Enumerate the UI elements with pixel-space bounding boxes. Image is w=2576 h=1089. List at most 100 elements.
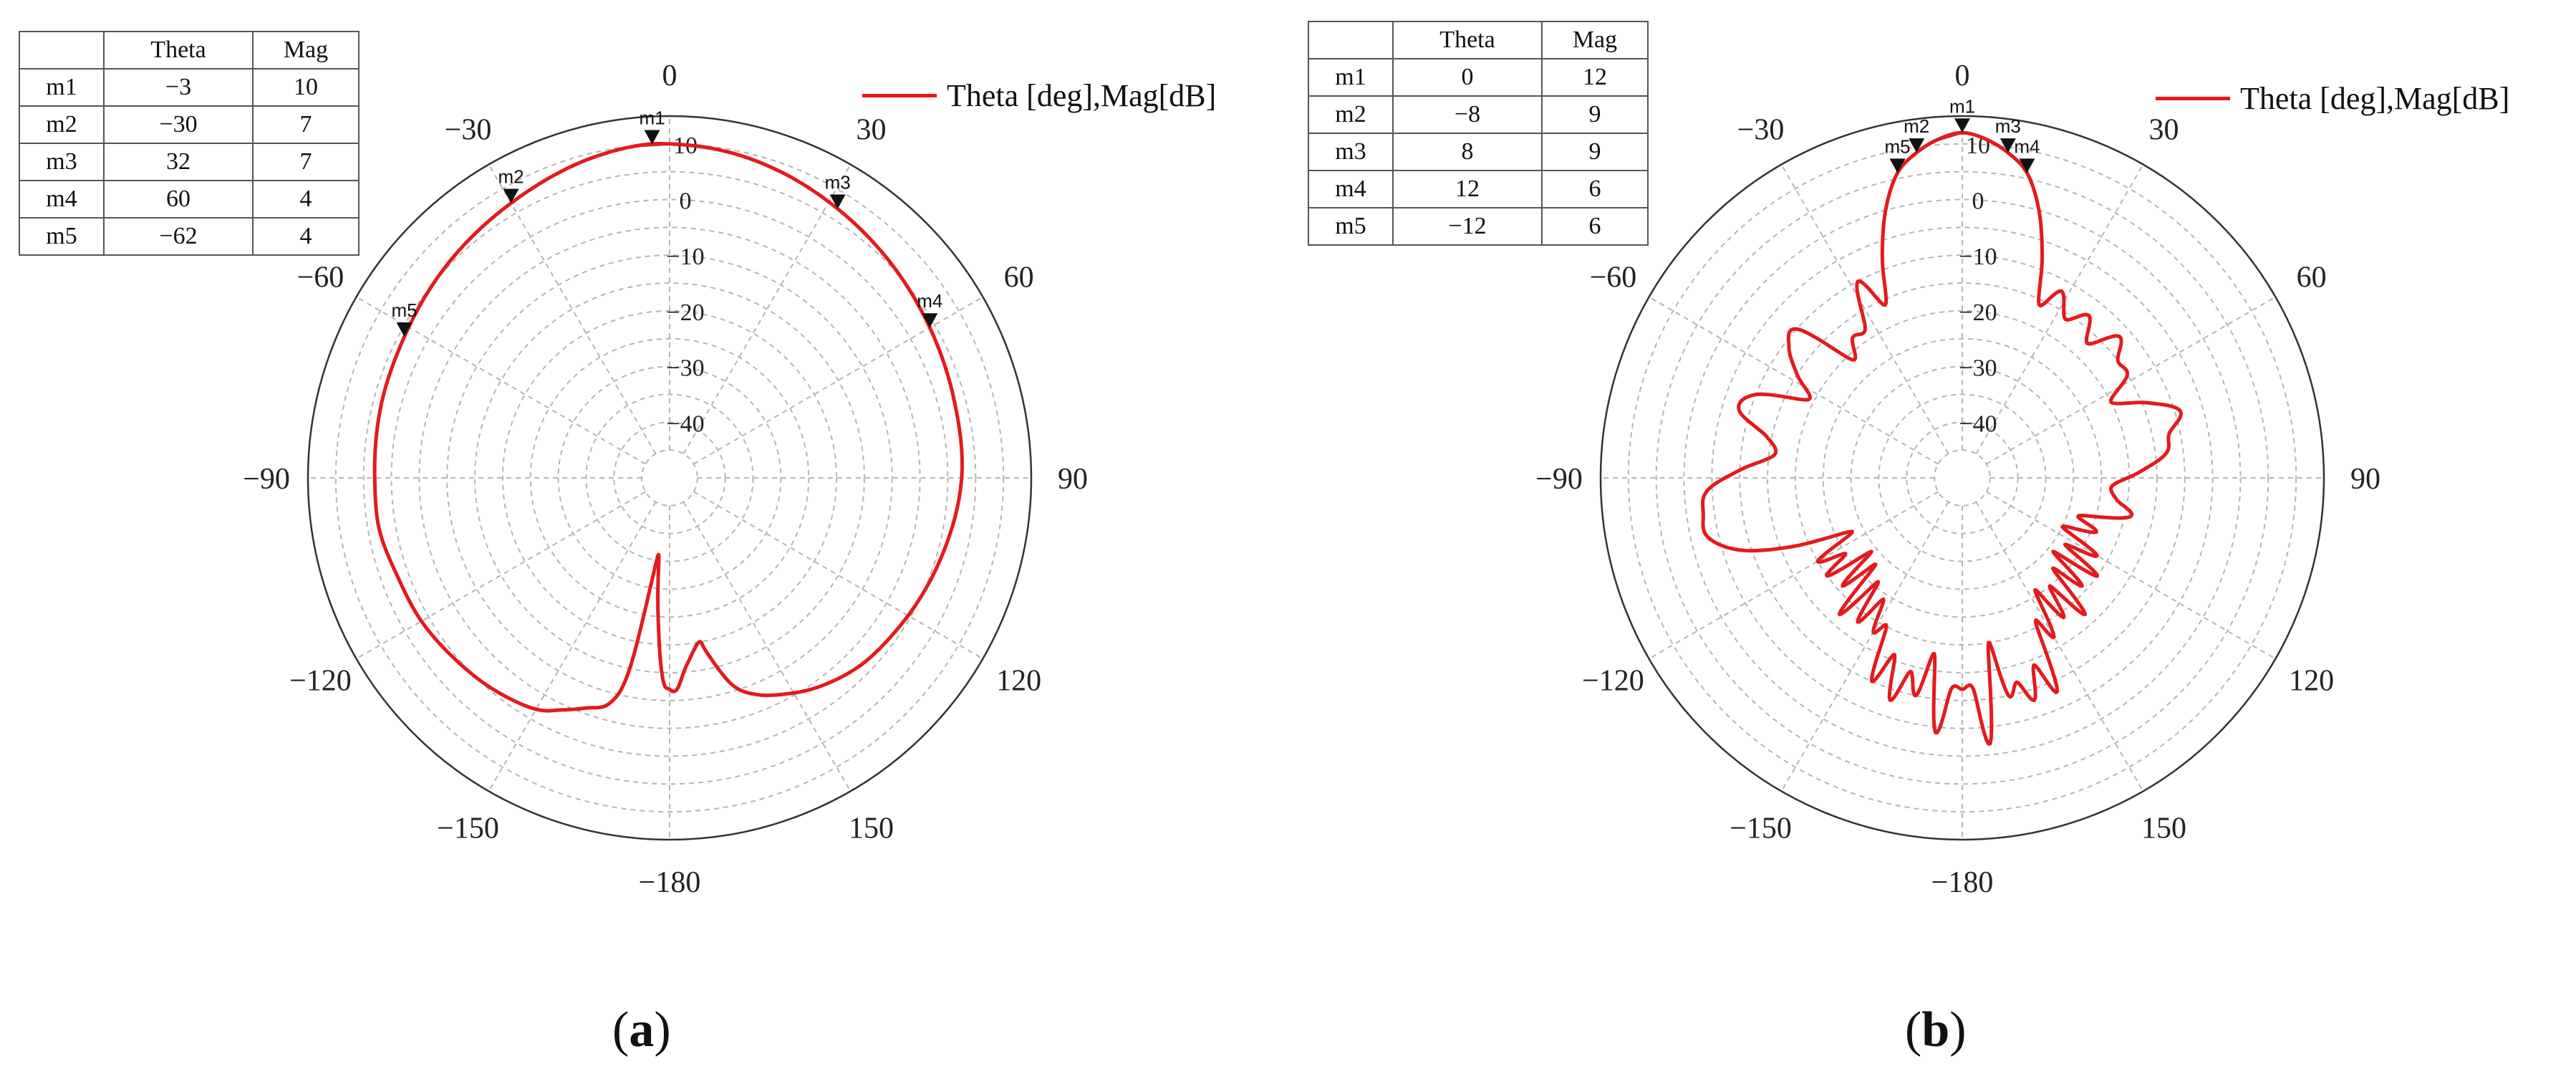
marker-triangle [922,313,938,328]
marker-triangle [1954,118,1970,133]
marker-label: m4 [2014,135,2040,157]
legend-b: Theta [deg],Mag[dB] [2156,80,2509,117]
grid-ring [1627,143,2297,813]
caption-letter: b [1921,1002,1950,1057]
radial-tick-label: −40 [1959,411,1997,437]
marker-theta: −12 [1392,207,1543,246]
grid-ring [1906,421,2019,534]
marker-label: m4 [917,290,942,312]
grid-ring [1655,171,2269,785]
marker-mag: 10 [252,68,360,107]
angle-tick-label: 120 [2289,665,2334,698]
grid-ring [362,171,977,785]
grid-ring [585,393,754,562]
grid-ring [474,282,865,673]
marker-label: m3 [825,171,851,193]
grid-ring [1878,393,2047,562]
outer-circle [307,115,1033,841]
grid-ring [529,337,810,618]
marker-theta: 60 [103,180,254,219]
angle-tick-label: 90 [2350,463,2380,496]
marker-name: m4 [19,180,105,219]
marker-name: m1 [1308,58,1394,97]
table-header-theta: Theta [103,31,254,69]
radial-tick-label: −40 [666,411,704,437]
table-row: m2 −30 7 [19,105,360,144]
grid-ring [641,449,698,507]
marker-name: m3 [19,143,105,181]
table-row: m4 12 6 [1308,170,1649,208]
grid-spoke [1649,491,1939,660]
grid-spoke [356,296,646,465]
angle-tick-label: −150 [1730,812,1792,845]
grid-ring [390,198,949,757]
angle-tick-label: −60 [297,262,344,294]
grid-ring [1934,449,1991,507]
marker-mag: 12 [1541,58,1649,97]
marker-mag: 4 [252,180,360,219]
marker-mag: 4 [252,217,360,256]
angle-tick-label: −120 [289,665,352,698]
grid-ring [1822,337,2103,618]
marker-name: m5 [19,217,105,256]
marker-theta: 8 [1392,133,1543,171]
angle-tick-label: 0 [662,59,677,92]
radial-tick-label: −20 [1959,299,1997,326]
table-row: m3 32 7 [19,143,360,181]
marker-mag: 6 [1541,170,1649,208]
marker-theta: −3 [103,68,254,107]
angle-tick-label: 0 [1955,59,1970,92]
angle-tick-label: 30 [2149,113,2179,146]
legend-line-swatch [2156,97,2230,100]
marker-label: m1 [1949,95,1975,117]
grid-spoke [356,491,646,660]
angle-tick-label: −120 [1582,665,1644,698]
marker-mag: 7 [252,143,360,181]
grid-ring [1739,254,2186,701]
grid-ring [501,310,838,646]
table-row: m5 −12 6 [1308,207,1649,246]
grid-spoke [682,502,852,792]
angle-tick-label: −30 [445,113,492,146]
table-row: m5 −62 4 [19,217,360,256]
marker-triangle [503,188,519,203]
angle-tick-label: −30 [1737,113,1785,146]
marker-theta: 32 [103,143,254,181]
marker-theta: 0 [1392,58,1543,97]
marker-name: m4 [1308,170,1394,208]
angle-tick-label: −150 [437,812,499,845]
angle-tick-label: −90 [243,463,290,496]
radial-tick-label: 0 [1972,188,1984,215]
polar-plot-a: 10 0 −10 −20 −30 −40 0 30 60 90 120 150 −180 −150 −120… [243,59,1088,899]
radial-tick-label: −30 [1959,355,1997,382]
table-header-theta: Theta [1392,21,1543,59]
caption-letter: a [629,1002,655,1057]
marker-mag: 9 [1541,95,1649,134]
grid-ring [1767,282,2158,673]
grid-ring [1850,365,2075,590]
table-row: m1 −3 10 [19,68,360,107]
grid-ring [334,143,1005,813]
grid-spoke [1780,164,1949,454]
marker-triangle [2019,158,2035,173]
table-header-mag: Mag [252,31,360,69]
grid-spoke [693,491,983,660]
pattern-line [372,142,964,713]
marker-mag: 7 [252,105,360,144]
marker-label: m2 [1904,115,1929,137]
angle-tick-label: 30 [857,113,887,146]
marker-label: m1 [640,107,665,128]
grid-spoke [488,502,657,792]
table-row: m1 0 12 [1308,58,1649,97]
legend-line-swatch [862,94,937,97]
legend-a: Theta [deg],Mag[dB] [862,77,1216,114]
angle-tick-label: −90 [1535,463,1583,496]
marker-triangle [1889,158,1906,173]
marker-table-a: Theta Mag m1 −3 10 m2 −30 7 m3 32 7 m4 60 4 m5 −6… [19,31,360,256]
marker-label: m2 [498,165,524,187]
marker-name: m3 [1308,133,1394,171]
outer-circle [1599,115,2325,841]
legend-label: Theta [deg],Mag[dB] [947,78,1217,113]
marker-triangle [1999,138,2016,153]
